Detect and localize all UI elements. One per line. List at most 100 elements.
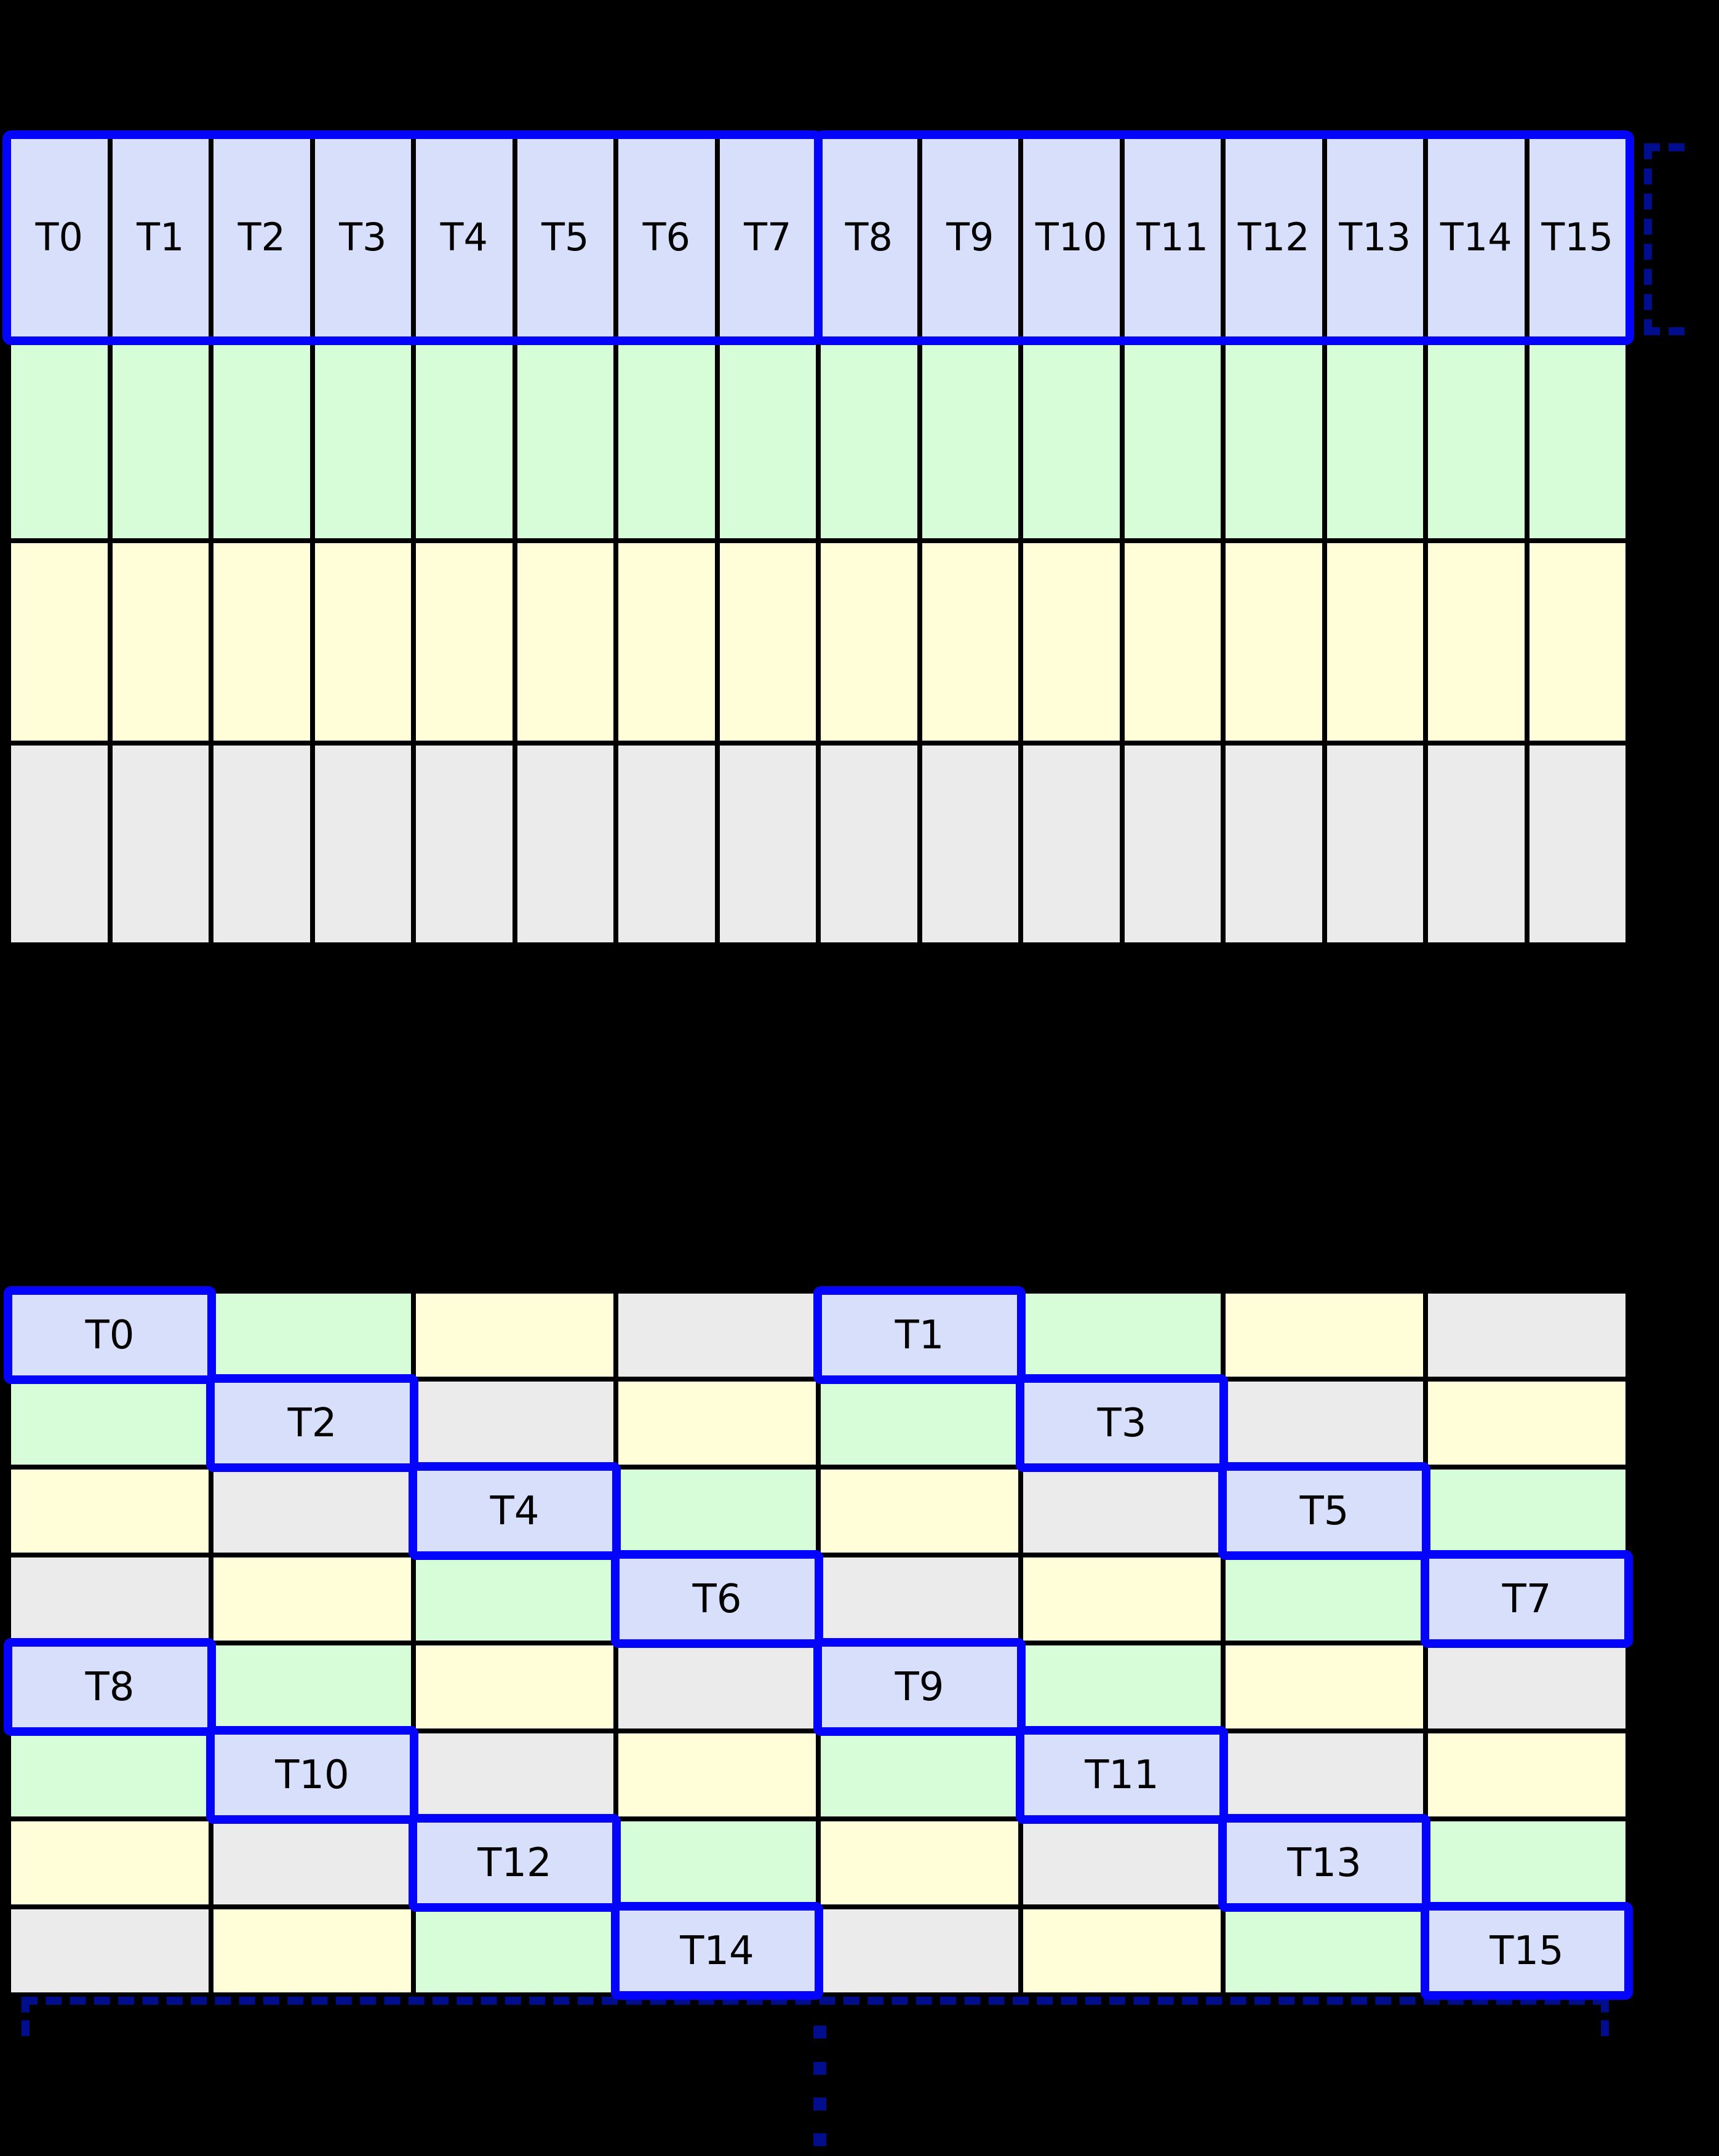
memory-cell-gray	[416, 745, 513, 942]
memory-cell-gray	[213, 1821, 411, 1904]
ellipsis-dot	[813, 2133, 826, 2146]
memory-cell-gray	[821, 1909, 1018, 1992]
memory-cell-gray	[213, 1470, 411, 1553]
memory-cell-gray	[922, 745, 1018, 942]
thread-cell-t4: T4	[409, 1462, 621, 1560]
thread-cell-t5: T5	[517, 139, 613, 336]
memory-cell-yellow	[416, 1294, 613, 1377]
memory-cell-yellow	[11, 1821, 209, 1904]
memory-cell-yellow	[1529, 543, 1625, 741]
memory-cell-gray	[517, 745, 613, 942]
memory-cell-yellow	[1226, 543, 1322, 741]
thread-label: T13	[1339, 215, 1411, 260]
thread-label: T13	[1287, 1840, 1362, 1886]
thread-cell-t11: T11	[1016, 1726, 1228, 1824]
thread-label: T8	[85, 1664, 135, 1710]
memory-cell-gray	[213, 745, 310, 942]
thread-label: T12	[477, 1840, 552, 1886]
memory-cell-gray	[618, 745, 715, 942]
thread-label: T7	[1502, 1576, 1552, 1622]
thread-cell-t0: T0	[4, 1286, 216, 1384]
memory-cell-green	[1124, 341, 1221, 538]
memory-cell-yellow	[618, 1733, 816, 1816]
memory-cell-green	[11, 1733, 209, 1816]
memory-cell-yellow	[1226, 1645, 1423, 1728]
thread-cell-t2: T2	[213, 139, 310, 336]
memory-cell-yellow	[112, 543, 209, 741]
thread-cell-t15: T15	[1421, 1902, 1633, 2000]
memory-cell-yellow	[314, 543, 411, 741]
memory-cell-yellow	[1124, 543, 1221, 741]
memory-cell-yellow	[618, 543, 715, 741]
memory-cell-yellow	[517, 543, 613, 741]
thread-cell-t3: T3	[1016, 1374, 1228, 1472]
memory-cell-green	[1226, 1557, 1423, 1641]
thread-label: T9	[895, 1664, 944, 1710]
ellipsis-dot	[813, 2098, 826, 2110]
thread-label: T11	[1136, 215, 1209, 260]
memory-cell-yellow	[1023, 1557, 1221, 1641]
thread-label: T14	[1440, 215, 1512, 260]
memory-cell-green	[112, 341, 209, 538]
memory-cell-green	[416, 1557, 613, 1641]
memory-cell-gray	[11, 1557, 209, 1641]
memory-cell-green	[416, 341, 513, 538]
memory-cell-green	[1428, 341, 1525, 538]
row-major-access-grid: T0 T1 T2 T3 T4 T5 T6 T7 T8 T9 T10 T11 T12 T13 T14 T15	[2, 130, 1634, 947]
grid-width-bracket	[22, 1997, 1609, 2036]
memory-cell-gray	[618, 1294, 816, 1377]
memory-cell-gray	[1428, 1294, 1625, 1377]
thread-row-bracket	[1644, 143, 1685, 335]
thread-cell-t7: T7	[1421, 1550, 1633, 1648]
memory-cell-gray	[1326, 745, 1423, 942]
memory-cell-green	[213, 341, 310, 538]
memory-cell-yellow	[11, 1470, 209, 1553]
ellipsis-dot	[813, 2026, 826, 2039]
thread-cell-t14: T14	[611, 1902, 823, 2000]
memory-cell-yellow	[1428, 1733, 1625, 1816]
thread-label: T10	[1035, 215, 1107, 260]
thread-label: T9	[946, 215, 994, 260]
memory-cell-green	[11, 1382, 209, 1465]
memory-cell-gray	[821, 745, 917, 942]
memory-cell-gray	[11, 1909, 209, 1992]
memory-cell-green	[821, 341, 917, 538]
thread-label: T6	[692, 1576, 742, 1622]
thread-cell-t15: T15	[1529, 139, 1625, 336]
thread-label: T2	[237, 215, 285, 260]
memory-cell-gray	[1023, 1821, 1221, 1904]
memory-cell-green	[1023, 341, 1120, 538]
memory-cell-green	[416, 1909, 613, 1992]
memory-cell-gray	[1023, 1470, 1221, 1553]
thread-cell-t0: T0	[11, 139, 108, 336]
thread-cell-t8: T8	[821, 139, 917, 336]
memory-cell-gray	[1529, 745, 1625, 942]
thread-label: T3	[339, 215, 387, 260]
memory-cell-gray	[618, 1645, 816, 1728]
thread-cell-t10: T10	[206, 1726, 418, 1824]
memory-cell-gray	[1226, 745, 1322, 942]
memory-cell-gray	[314, 745, 411, 942]
thread-label: T0	[35, 215, 83, 260]
memory-cell-yellow	[1023, 543, 1120, 741]
memory-cell-green	[1023, 1645, 1221, 1728]
thread-cell-t11: T11	[1124, 139, 1221, 336]
thread-label: T14	[680, 1928, 754, 1974]
thread-cell-t6: T6	[618, 139, 715, 336]
thread-label: T0	[85, 1312, 135, 1358]
thread-label: T10	[275, 1752, 349, 1798]
thread-cell-t12: T12	[409, 1814, 621, 1912]
memory-cell-yellow	[213, 1557, 411, 1641]
memory-cell-gray	[11, 745, 108, 942]
memory-cell-green	[314, 341, 411, 538]
thread-label: T4	[440, 215, 488, 260]
memory-cell-yellow	[1428, 543, 1525, 741]
thread-label: T15	[1490, 1928, 1564, 1974]
thread-cell-t2: T2	[206, 1374, 418, 1472]
thread-cell-t9: T9	[813, 1638, 1026, 1736]
memory-cell-yellow	[1023, 1909, 1221, 1992]
thread-cell-t7: T7	[719, 139, 816, 336]
thread-label: T1	[137, 215, 185, 260]
memory-cell-green	[821, 1382, 1018, 1465]
